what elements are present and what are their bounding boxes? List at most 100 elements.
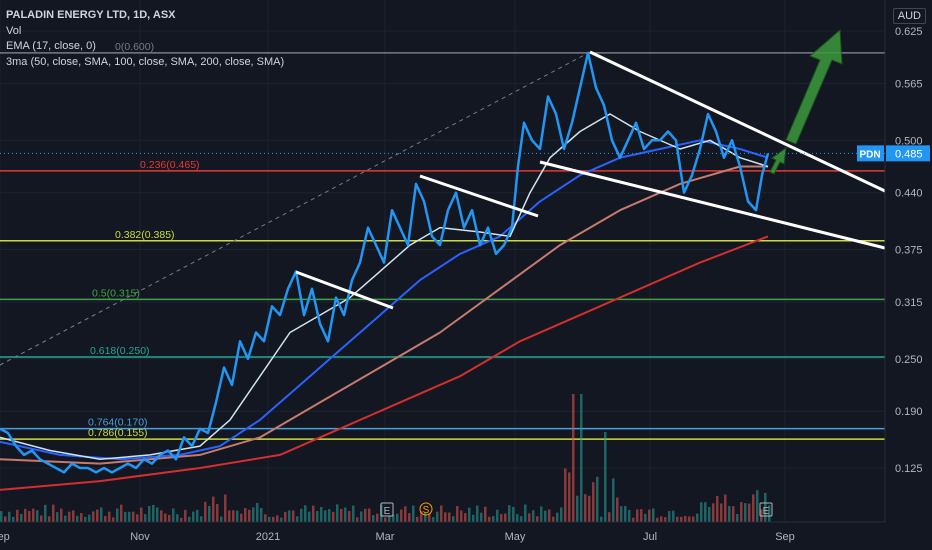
earnings-marker-2[interactable] — [759, 502, 773, 517]
volume-bar — [684, 515, 687, 522]
volume-bar — [480, 512, 483, 522]
volume-bar — [660, 516, 663, 522]
volume-bar — [268, 516, 271, 522]
volume-bar — [488, 516, 491, 522]
fib-level-label: 0.5(0.315) — [92, 287, 140, 299]
volume-bar — [608, 512, 611, 522]
volume-bar — [276, 515, 279, 522]
time-axis[interactable]: Sep Nov 2021 Mar May Jul Sep — [0, 521, 885, 543]
event-markers: E S E — [380, 502, 773, 517]
volume-bar — [404, 506, 407, 522]
volume-bar — [616, 497, 619, 522]
volume-bar — [564, 468, 567, 522]
volume-bar — [468, 507, 471, 522]
volume-bar — [108, 511, 111, 522]
volume-bar — [520, 516, 523, 522]
volume-bar — [292, 510, 295, 522]
volume-bar — [504, 513, 507, 522]
volume-bar — [200, 516, 203, 522]
volume-bar — [548, 509, 551, 522]
volume-bar — [220, 516, 223, 522]
volume-bar — [304, 505, 307, 522]
series-sma50-line — [0, 139, 769, 461]
volume-bar — [64, 515, 67, 522]
volume-bar — [48, 516, 51, 522]
volume-bar — [452, 516, 455, 522]
grid — [0, 0, 885, 522]
volume-bar — [212, 496, 215, 522]
volume-bar — [208, 505, 211, 522]
volume-bar — [724, 494, 727, 522]
volume-bar — [436, 511, 439, 522]
volume-bar — [188, 516, 191, 522]
volume-bar — [176, 514, 179, 522]
volume-bar — [300, 508, 303, 522]
volume-bar — [656, 517, 659, 522]
volume-bar — [664, 517, 667, 522]
volume-bar — [92, 511, 95, 522]
wedge-lower-line — [539, 160, 886, 250]
volume-bar — [132, 511, 135, 522]
volume-bar — [96, 509, 99, 522]
x-tick-label: Sep — [0, 531, 10, 543]
legend-ema[interactable]: EMA (17, close, 0) — [6, 40, 96, 52]
volume-bar — [604, 432, 607, 522]
arrow-small — [769, 146, 787, 175]
volume-bar — [636, 509, 639, 522]
volume-bar — [344, 507, 347, 522]
volume-bar — [396, 513, 399, 522]
volume-bar — [580, 394, 583, 522]
volume-bar — [80, 513, 83, 522]
volume-bar — [320, 506, 323, 522]
volume-bar — [392, 514, 395, 522]
currency-badge[interactable]: AUD — [892, 8, 926, 24]
volume-bar — [388, 515, 391, 522]
earnings-marker[interactable] — [380, 502, 394, 517]
volume-bar — [668, 511, 671, 522]
volume-bar — [652, 508, 655, 522]
volume-bar — [560, 507, 563, 522]
volume-bar — [632, 517, 635, 522]
volume-bar — [472, 514, 475, 522]
price-axis[interactable]: 0.625 0.565 0.500 0.440 0.375 0.315 0.250 0.190… — [884, 0, 923, 522]
earnings-marker-label: E — [384, 506, 391, 517]
volume-bar — [628, 510, 631, 522]
volume-bar — [244, 508, 247, 522]
volume-bar — [168, 514, 171, 522]
fib-level-label: 0.236(0.465) — [140, 159, 200, 171]
volume-bar — [572, 394, 575, 522]
legend-3ma[interactable]: 3ma (50, close, SMA, 100, close, SMA, 20… — [6, 55, 285, 68]
legend-ticker[interactable]: PALADIN ENERGY LTD, 1D, ASX — [6, 9, 176, 21]
volume-bar — [568, 472, 571, 522]
y-tick-label: 0.500 — [895, 135, 923, 147]
volume-bar — [100, 507, 103, 522]
volume-bar — [56, 512, 59, 522]
volume-bar — [28, 511, 31, 522]
volume-bar — [312, 505, 315, 522]
volume-bar — [576, 495, 579, 522]
volume-bar — [40, 515, 43, 522]
volume-bar — [464, 513, 467, 522]
y-tick-label: 0.440 — [895, 188, 923, 200]
volume-bar — [756, 490, 759, 522]
volume-bar — [640, 509, 643, 522]
volume-bar — [496, 509, 499, 522]
volume-bar — [456, 506, 459, 522]
volume-bar — [84, 516, 87, 522]
volume-bar — [368, 508, 371, 522]
volume-bar — [728, 505, 731, 522]
volume-bar — [484, 506, 487, 522]
volume-bar — [76, 515, 79, 522]
split-marker-label: S — [423, 505, 430, 516]
legend-volume[interactable]: Vol — [6, 24, 22, 37]
volume-bar — [536, 516, 539, 522]
volume-bar — [72, 510, 75, 522]
volume-bar — [184, 509, 187, 522]
split-marker[interactable] — [419, 502, 433, 516]
volume-bar — [228, 510, 231, 522]
volume-bar — [592, 482, 595, 522]
volume-bar — [288, 510, 291, 522]
volume-bar — [620, 506, 623, 522]
volume-bar — [144, 514, 147, 522]
